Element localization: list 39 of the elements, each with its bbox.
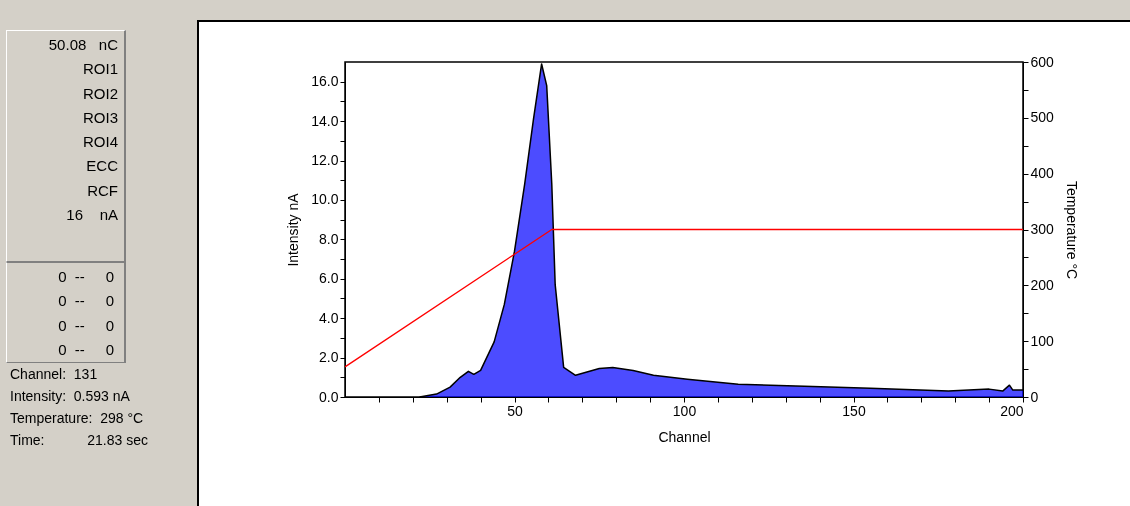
x-axis-title: Channel: [658, 428, 711, 445]
text: RCF: [86, 180, 118, 201]
x-tick-label: 50: [507, 402, 523, 419]
y2-tick-label: 200: [1030, 276, 1055, 293]
x-tick-label: 200: [1000, 402, 1024, 419]
y-tick-label: 0.0: [319, 388, 339, 405]
text: Intensity: 0.593 nA: [10, 387, 130, 407]
y2-tick-label: 0: [1030, 388, 1039, 405]
y2-tick-label: 400: [1030, 165, 1055, 182]
y-tick-label: 4.0: [319, 309, 339, 326]
text: Channel: 131: [10, 365, 99, 385]
text: 0 -- 0: [57, 339, 114, 360]
text: 0 -- 0: [57, 291, 114, 312]
y2-tick-label: 300: [1030, 221, 1055, 237]
y2-tick-label: 600: [1030, 53, 1055, 70]
y2-tick-label: 500: [1030, 109, 1055, 126]
y-tick-label: 6.0: [319, 270, 339, 287]
text: Temperature: 298 °C: [10, 409, 144, 429]
x-tick-label: 100: [672, 402, 697, 419]
y-tick-label: 2.0: [319, 349, 339, 366]
text: 16 nA: [65, 205, 118, 226]
text: ROI1: [82, 59, 118, 80]
text: Time: 21.83 sec: [10, 431, 148, 451]
y-axis-title: Intensity nA: [285, 192, 302, 267]
y-tick-label: 8.0: [319, 230, 339, 247]
x-tick-label: 150: [842, 402, 866, 419]
y2-tick-label: 100: [1030, 332, 1055, 349]
y-tick-label: 12.0: [311, 152, 339, 169]
text: ECC: [85, 156, 118, 177]
y-tick-label: 10.0: [311, 191, 339, 208]
text: 0 -- 0: [57, 315, 114, 336]
y-tick-label: 16.0: [311, 73, 339, 90]
text: ROI2: [82, 83, 118, 104]
text: 0 -- 0: [57, 267, 114, 287]
y-tick-label: 14.0: [311, 112, 339, 129]
y2-axis-title: Temperature °C: [1063, 180, 1080, 280]
text: ROI4: [82, 132, 118, 153]
text: ROI3: [82, 107, 118, 128]
text: 50.08 nC: [47, 35, 118, 55]
